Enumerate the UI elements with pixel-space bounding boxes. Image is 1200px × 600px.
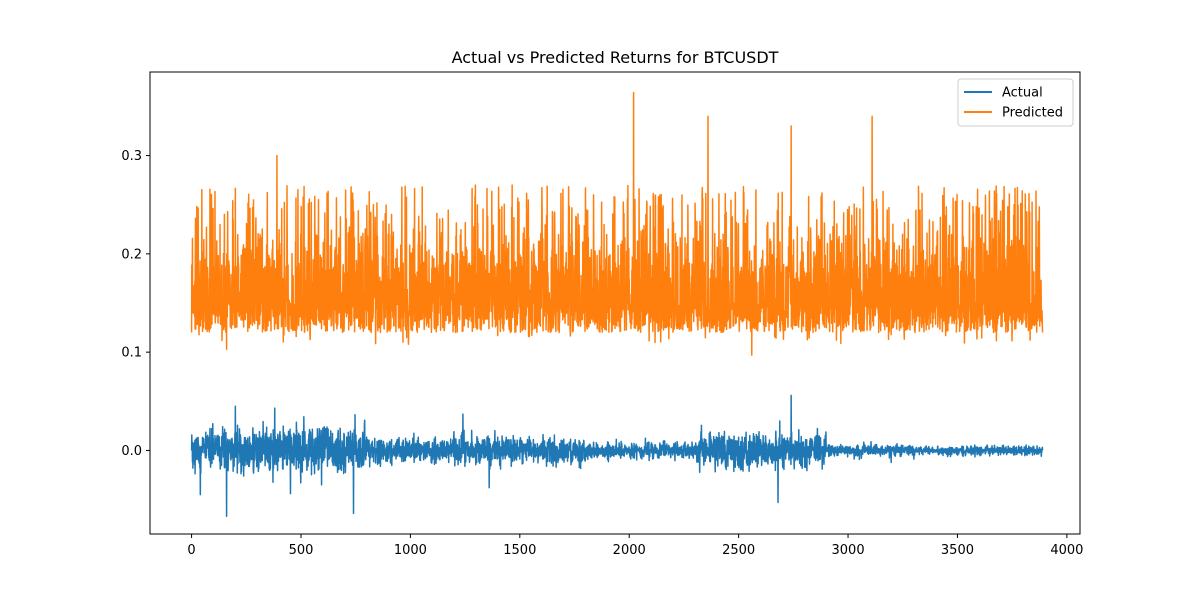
x-tick-label: 0 bbox=[187, 543, 195, 558]
series-line-predicted bbox=[190, 91, 1044, 356]
y-tick-label: 0.0 bbox=[121, 444, 142, 459]
x-tick-label: 4000 bbox=[1050, 543, 1083, 558]
series-layer bbox=[190, 91, 1044, 518]
x-axis: 0 500 1000 1500 2000 2500 3000 3500 4000 bbox=[187, 534, 1083, 558]
series-line-actual bbox=[190, 394, 1044, 518]
x-tick-label: 3000 bbox=[832, 543, 865, 558]
y-tick-label: 0.2 bbox=[121, 247, 142, 262]
x-tick-label: 1000 bbox=[394, 543, 427, 558]
plot-frame bbox=[149, 71, 1081, 535]
x-tick-label: 3500 bbox=[941, 543, 974, 558]
x-tick-label: 2500 bbox=[722, 543, 755, 558]
x-tick-label: 500 bbox=[289, 543, 314, 558]
chart-title: Actual vs Predicted Returns for BTCUSDT bbox=[452, 48, 779, 67]
y-tick-label: 0.1 bbox=[121, 346, 142, 361]
x-tick-label: 2000 bbox=[613, 543, 646, 558]
x-tick-label: 1500 bbox=[503, 543, 536, 558]
legend-box bbox=[957, 78, 1074, 127]
legend-label-predicted: Predicted bbox=[1002, 106, 1063, 121]
legend: Actual Predicted bbox=[957, 78, 1074, 127]
y-axis: 0.0 0.1 0.2 0.3 bbox=[121, 149, 150, 459]
y-tick-label: 0.3 bbox=[121, 149, 142, 164]
legend-label-actual: Actual bbox=[1002, 86, 1043, 101]
